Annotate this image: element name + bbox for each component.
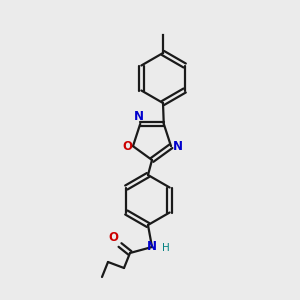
Text: H: H [162,243,170,253]
Text: O: O [108,231,118,244]
Text: N: N [134,110,144,123]
Text: N: N [173,140,183,153]
Text: O: O [122,140,132,153]
Text: N: N [147,241,157,254]
